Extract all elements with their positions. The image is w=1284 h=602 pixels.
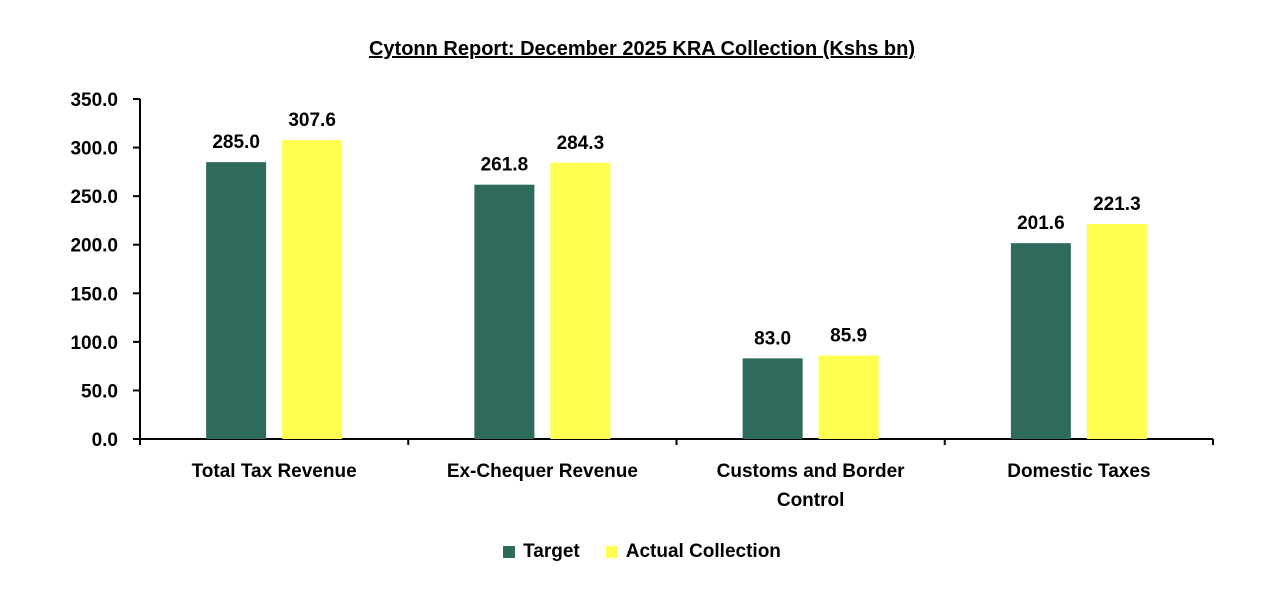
- chart-title: Cytonn Report: December 2025 KRA Collect…: [368, 38, 915, 60]
- bar-target: [474, 184, 535, 439]
- y-tick-label: 300.0: [70, 139, 118, 160]
- y-tick-label: 0.0: [92, 430, 118, 451]
- legend-item-actual-collection: Actual Collection: [605, 541, 781, 563]
- y-tick-label: 100.0: [70, 333, 118, 354]
- legend-label-target: Target: [523, 541, 580, 562]
- data-label-target: 285.0: [212, 132, 260, 153]
- bar-actual-collection: [1086, 224, 1147, 439]
- data-label-actual-collection: 221.3: [1093, 194, 1141, 215]
- x-category-label: Customs and Border: [717, 461, 906, 482]
- y-tick-label: 200.0: [70, 236, 118, 257]
- legend-swatch-actual-collection: [605, 546, 618, 558]
- legend-label-actual-collection: Actual Collection: [625, 541, 781, 562]
- x-category-label: Total Tax Revenue: [192, 461, 357, 482]
- legend-swatch-target: [503, 546, 516, 558]
- data-label-target: 201.6: [1017, 213, 1065, 234]
- data-label-target: 261.8: [481, 155, 529, 176]
- x-category-label: Domestic Taxes: [1007, 461, 1150, 482]
- data-label-actual-collection: 85.9: [830, 326, 867, 347]
- data-label-actual-collection: 284.3: [557, 133, 605, 154]
- legend-item-target: Target: [503, 541, 580, 563]
- bar-actual-collection: [282, 140, 343, 439]
- bar-actual-collection: [550, 162, 611, 439]
- bar-target: [206, 162, 267, 439]
- data-label-actual-collection: 307.6: [288, 110, 336, 131]
- y-tick-label: 350.0: [70, 90, 118, 111]
- x-category-label: Control: [777, 490, 845, 511]
- legend: Target Actual Collection: [0, 541, 1284, 563]
- y-tick-label: 50.0: [81, 381, 118, 402]
- bar-target: [1010, 243, 1071, 439]
- data-label-target: 83.0: [754, 328, 791, 349]
- bar-target: [742, 358, 803, 439]
- y-tick-label: 250.0: [70, 187, 118, 208]
- y-tick-label: 150.0: [70, 284, 118, 305]
- bar-actual-collection: [818, 355, 879, 439]
- x-category-label: Ex-Chequer Revenue: [447, 461, 638, 482]
